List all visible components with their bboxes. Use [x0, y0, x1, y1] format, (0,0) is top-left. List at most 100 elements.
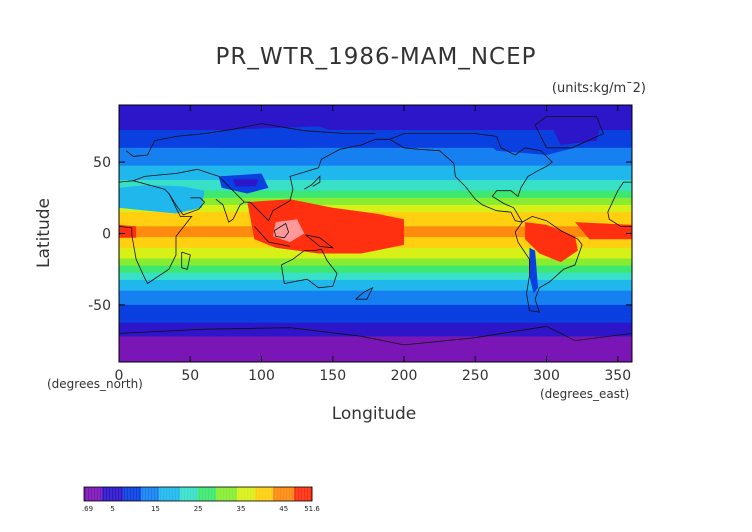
colorbar-segment	[252, 487, 256, 501]
colorbar-segment	[294, 487, 298, 501]
latitude-band	[119, 190, 632, 195]
asia-south-coast	[133, 138, 390, 222]
plot-title: PR_WTR_1986-MAM_NCEP	[215, 44, 537, 70]
colorbar-segment	[192, 487, 196, 501]
colorbar-segment	[150, 487, 154, 501]
colorbar-segment	[186, 487, 190, 501]
latitude-band	[119, 187, 632, 192]
australia-coast	[281, 248, 338, 289]
colorbar-tick-label: 5	[110, 505, 114, 513]
colorbar-segment	[195, 487, 199, 501]
latitude-band	[119, 312, 632, 317]
latitude-band	[119, 129, 632, 135]
colorbar-segment	[249, 487, 253, 501]
colorbar-segment	[210, 487, 214, 501]
colorbar-segment	[147, 487, 151, 501]
colorbar-segment	[165, 487, 169, 501]
eurasia-arctic-coast	[125, 123, 376, 157]
x-tick-label: 100	[248, 368, 275, 384]
colorbar-segment	[228, 487, 232, 501]
colorbar-segment	[198, 487, 202, 501]
colorbar-segment	[126, 487, 130, 501]
west-africa-coast	[607, 181, 632, 227]
colorbar-segment	[168, 487, 172, 501]
india-coast	[215, 198, 245, 223]
x-axis: 0 50 100 150 200 250 300 350	[115, 105, 631, 384]
latitude-band	[119, 265, 632, 270]
borneo-coast	[273, 222, 290, 239]
latitude-band	[119, 119, 632, 124]
latitude-band	[119, 115, 632, 120]
colorbar-segment	[234, 487, 238, 501]
colorbar-segment	[177, 487, 181, 501]
colorbar-segment	[222, 487, 226, 501]
latitude-band	[119, 162, 632, 167]
latitude-band	[119, 272, 632, 277]
colorbar-segment	[144, 487, 148, 501]
colorbar-segment	[204, 487, 208, 501]
colorbar-segment	[225, 487, 229, 501]
south-america-coast	[514, 215, 583, 313]
colorbar-segment	[297, 487, 301, 501]
latitude-band	[119, 297, 632, 302]
colorbar-segment	[240, 487, 244, 501]
colorbar-segment	[303, 487, 307, 501]
colorbar-segment	[285, 487, 289, 501]
antarctic-coast-band	[119, 327, 632, 337]
colorbar-segment	[207, 487, 211, 501]
sumatra-java-coast	[254, 226, 291, 247]
colorbar-segment	[96, 487, 100, 501]
units-label: (units:kg/m¯2)	[551, 81, 646, 96]
latitude-band	[119, 158, 632, 163]
colorbar-segment	[183, 487, 187, 501]
latitude-band	[119, 126, 632, 131]
colorbar-segment	[123, 487, 127, 501]
colorbar-segment	[129, 487, 133, 501]
north-canada-region	[475, 130, 575, 155]
colorbar-segment	[90, 487, 94, 501]
colorbar-tick-label: 15	[151, 505, 160, 513]
colorbar-tick-label: -1.69	[82, 505, 93, 513]
latitude-band	[119, 304, 632, 310]
latitude-band	[119, 208, 632, 213]
latitude-band	[119, 279, 632, 285]
greenland-coast	[534, 116, 605, 149]
latitude-band	[119, 151, 632, 156]
latitude-band	[119, 251, 632, 256]
colorbar-tick-label: 25	[194, 505, 203, 513]
latitude-band	[119, 204, 632, 210]
latitude-band	[119, 276, 632, 281]
latitude-band	[119, 308, 632, 313]
colorbar-segment	[216, 487, 220, 501]
colorbar-segment	[261, 487, 265, 501]
latitude-band	[119, 258, 632, 263]
x-axis-label: Longitude	[331, 404, 417, 424]
coastlines	[119, 116, 632, 346]
colorbar-tick-label: 51.6	[304, 505, 320, 513]
siberia-region	[204, 126, 347, 148]
arabia-coast	[168, 193, 206, 216]
new-zealand-coast	[355, 286, 374, 300]
colorbar-segment	[171, 487, 175, 501]
colorbar-segment	[99, 487, 103, 501]
new-guinea-coast	[305, 234, 335, 249]
colorbar-segment	[255, 487, 259, 501]
colorbar-segment	[162, 487, 166, 501]
x-tick-label: 350	[604, 368, 631, 384]
latitude-band	[119, 319, 632, 324]
colorbar-segment	[276, 487, 280, 501]
colorbar-segment	[270, 487, 274, 501]
y-tick-label: 0	[102, 227, 111, 243]
colorbar-segment	[306, 487, 310, 501]
colorbar-segment	[180, 487, 184, 501]
x-tick-label: 200	[391, 368, 418, 384]
madagascar-coast	[181, 251, 191, 270]
latitude-band	[119, 172, 632, 177]
latitude-band	[119, 322, 632, 327]
north-america-west-coast	[389, 138, 523, 223]
colorbar-tick-label: 45	[279, 505, 288, 513]
y-axis: 50 0 -50	[88, 155, 632, 314]
colorbar-segment	[264, 487, 268, 501]
latitude-band	[119, 201, 632, 206]
colorbar-segment	[135, 487, 139, 501]
